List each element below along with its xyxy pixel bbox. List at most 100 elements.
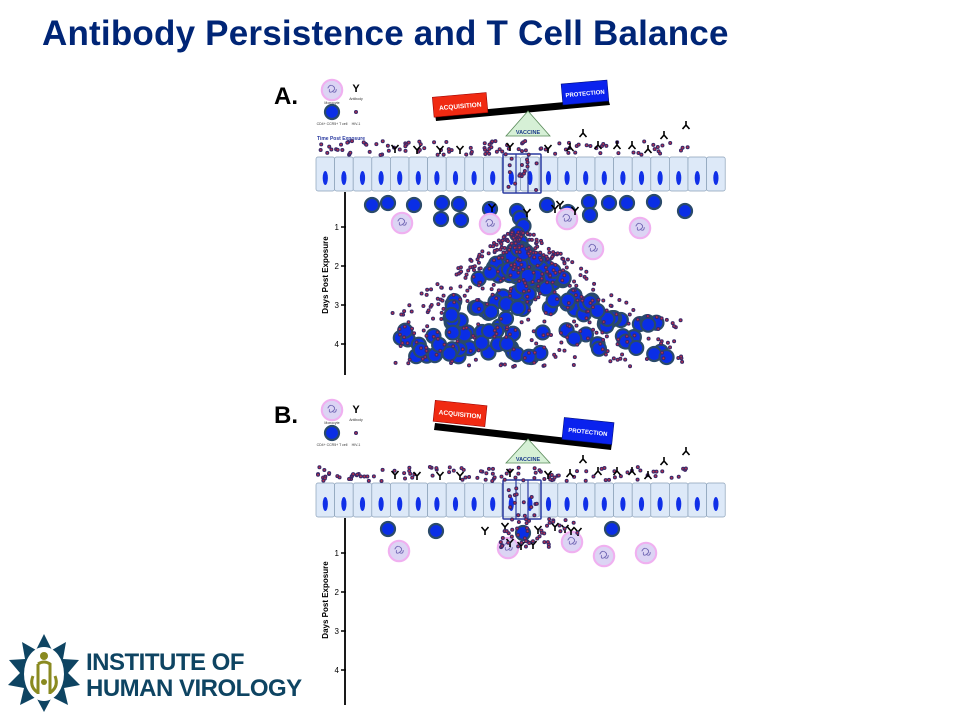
hiv-virion xyxy=(502,362,507,367)
hiv-virion xyxy=(424,292,429,297)
hiv-virion xyxy=(598,341,603,346)
hiv-virion xyxy=(521,289,526,294)
hiv-virion xyxy=(566,150,571,155)
cell-nucleus xyxy=(620,171,626,185)
hiv-virion xyxy=(442,342,447,347)
cell-nucleus xyxy=(638,497,645,511)
hiv-virion xyxy=(440,298,445,303)
hiv-virion xyxy=(538,250,543,255)
hiv-virion xyxy=(615,342,620,347)
hiv-virion xyxy=(646,336,651,341)
hiv-virion xyxy=(407,303,412,308)
hiv-virion xyxy=(508,286,513,291)
hiv-virion xyxy=(516,270,521,275)
hiv-virion xyxy=(532,255,537,260)
hiv-virion xyxy=(355,472,360,477)
hiv-virion xyxy=(504,471,509,476)
hiv-virion xyxy=(570,260,575,265)
antibody-icon xyxy=(455,145,465,155)
hiv-virion xyxy=(656,326,661,331)
hiv-virion xyxy=(576,142,581,147)
hiv-virion xyxy=(594,330,599,335)
hiv-virion xyxy=(601,142,606,147)
hiv-virion xyxy=(492,334,497,339)
hiv-virion xyxy=(588,144,593,149)
hiv-virion xyxy=(426,308,431,313)
hiv-virion xyxy=(590,298,595,303)
hiv-virion xyxy=(468,285,473,290)
cell-nucleus xyxy=(415,497,421,511)
hiv-virion xyxy=(631,150,636,155)
hiv-virion xyxy=(469,258,474,263)
hiv-virion xyxy=(419,346,424,351)
hiv-virion xyxy=(557,141,562,146)
infection-site-box xyxy=(502,153,542,194)
hiv-virion xyxy=(465,288,470,293)
legend-monocyte-label: Monocyte xyxy=(324,101,339,105)
hiv-virion xyxy=(508,505,513,510)
hiv-virion xyxy=(542,363,547,368)
hiv-virion xyxy=(421,304,426,309)
hiv-virion xyxy=(560,278,565,283)
hiv-virion xyxy=(575,342,580,347)
cell-nucleus xyxy=(452,171,459,185)
antibody-icon xyxy=(480,526,490,536)
surface-virions-b xyxy=(316,446,691,483)
hiv-virion xyxy=(495,269,500,274)
hiv-virion xyxy=(319,142,324,147)
antibody-icon xyxy=(681,446,691,456)
hiv-virion xyxy=(337,475,342,480)
hiv-virion xyxy=(471,274,476,279)
cell-nucleus xyxy=(490,497,496,511)
tcell xyxy=(600,194,618,212)
hiv-virion xyxy=(601,298,606,303)
protection-label-b: PROTECTION xyxy=(568,428,608,438)
hiv-virion xyxy=(529,338,534,343)
hiv-virion xyxy=(542,540,547,545)
hiv-virion xyxy=(515,526,520,531)
hiv-virion xyxy=(422,146,427,151)
hiv-virion xyxy=(564,478,569,483)
hiv-virion xyxy=(500,238,505,243)
hiv-virion xyxy=(573,293,578,298)
hiv-virion xyxy=(539,241,544,246)
hiv-virion xyxy=(427,465,432,470)
hiv-virion xyxy=(489,145,494,150)
hiv-virion xyxy=(573,150,578,155)
hiv-virion xyxy=(668,140,673,145)
hiv-virion xyxy=(558,529,563,534)
hiv-virion xyxy=(526,317,531,322)
hiv-virion xyxy=(618,356,623,361)
hiv-virion xyxy=(591,287,596,292)
hiv-virion xyxy=(522,355,527,360)
hiv-virion xyxy=(549,261,554,266)
cell-nucleus xyxy=(359,497,366,511)
hiv-virion xyxy=(441,152,446,157)
time-post-exposure-label: Time Post Exposure xyxy=(317,136,365,142)
hiv-virion xyxy=(534,187,539,192)
hiv-virion xyxy=(472,264,477,269)
hiv-virion xyxy=(365,474,370,479)
hiv-virion xyxy=(685,145,690,150)
axis-tick-label: 2 xyxy=(335,588,340,597)
hiv-virion xyxy=(555,251,560,256)
hiv-virion xyxy=(519,149,524,154)
hiv-virion xyxy=(507,332,512,337)
hiv-virion xyxy=(503,152,508,157)
hiv-virion xyxy=(349,139,354,144)
hiv-virion xyxy=(513,475,518,480)
hiv-virion xyxy=(487,266,492,271)
hiv-virion xyxy=(507,494,512,499)
hiv-virion xyxy=(397,332,402,337)
hiv-virion xyxy=(517,278,522,283)
cell-nucleus xyxy=(713,497,719,511)
panel-a: A. Monocyte Y Antibody CD4+ CCR5+ T cell… xyxy=(274,78,726,375)
hiv-virion xyxy=(407,357,412,362)
hiv-virion xyxy=(517,173,522,178)
hiv-virion xyxy=(536,278,541,283)
hiv-virion xyxy=(553,262,558,267)
acquisition-box-b xyxy=(432,400,488,427)
hiv-virion xyxy=(509,534,514,539)
hiv-virion xyxy=(539,257,544,262)
hiv-virion xyxy=(496,255,501,260)
